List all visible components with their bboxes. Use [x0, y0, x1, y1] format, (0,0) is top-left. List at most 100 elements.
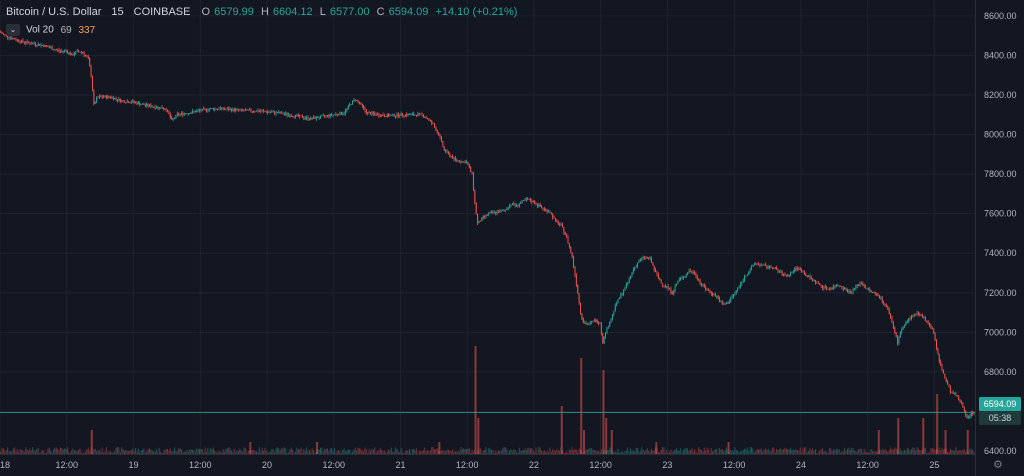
gear-icon[interactable]: ⚙: [993, 459, 1003, 471]
volume-bar: [21, 450, 23, 454]
candle-body: [687, 273, 689, 275]
volume-bar: [214, 450, 216, 454]
volume-bar: [496, 452, 498, 454]
volume-bar: [497, 450, 499, 454]
candle-body: [867, 288, 869, 290]
candle-body: [431, 120, 433, 124]
volume-bar: [121, 447, 123, 454]
volume-bar: [2, 448, 4, 454]
volume-label[interactable]: Vol 20: [26, 24, 54, 36]
volume-bar: [568, 449, 570, 454]
volume-bar: [620, 452, 622, 454]
volume-bar: [306, 447, 308, 454]
volume-bar: [397, 451, 399, 454]
candle-body: [179, 114, 181, 115]
candle-body: [347, 105, 349, 109]
volume-bar: [586, 449, 588, 454]
volume-bar: [874, 451, 876, 454]
volume-bar: [421, 451, 423, 454]
candle-body: [136, 102, 138, 105]
candle-body: [845, 288, 847, 290]
volume-bar: [19, 449, 21, 454]
price-tick-label: 6400.00: [984, 446, 1017, 456]
candle-body: [694, 272, 696, 274]
candle-body: [770, 265, 772, 268]
candle-body: [784, 273, 786, 275]
volume-bar: [675, 448, 677, 454]
candle-body: [724, 303, 726, 305]
volume-bar: [154, 451, 156, 454]
candle-body: [22, 40, 24, 42]
last-price-label: 6594.09: [979, 397, 1021, 411]
volume-bar: [162, 452, 164, 454]
candle-body: [172, 118, 174, 120]
volume-bar: [841, 451, 843, 454]
volume-bar: [429, 450, 431, 454]
candle-body: [320, 115, 322, 118]
candle-body: [386, 114, 388, 117]
candle-body: [249, 109, 251, 111]
volume-bar: [652, 450, 654, 454]
candle-body: [591, 321, 593, 323]
candle-body: [147, 104, 149, 107]
volume-bar: [46, 452, 48, 454]
volume-bar: [700, 449, 702, 454]
volume-bar: [450, 451, 452, 454]
candle-body: [662, 283, 664, 286]
candle-body: [46, 45, 48, 47]
candle-body: [133, 100, 135, 103]
volume-bar: [211, 449, 213, 454]
volume-bar: [285, 448, 287, 454]
chevron-down-icon[interactable]: ⌄: [6, 24, 20, 36]
volume-bar: [600, 449, 602, 454]
volume-bar: [116, 447, 118, 454]
volume-bar: [208, 452, 210, 454]
volume-bar: [541, 450, 543, 454]
candle-body: [528, 199, 530, 201]
volume-bar: [670, 449, 672, 454]
volume-bar: [279, 450, 281, 454]
volume-bar: [820, 449, 822, 454]
time-axis[interactable]: 18 12:00 19 12:00 20 12:00 21 12:00 22 12:00 23 12:…: [0, 460, 939, 470]
candle-body: [142, 103, 144, 105]
volume-bar: [257, 451, 259, 454]
volume-bar: [677, 450, 679, 454]
candle-body: [716, 296, 718, 298]
volume-bar: [33, 450, 35, 454]
volume-bar: [680, 448, 682, 454]
volume-bar: [685, 447, 687, 454]
symbol-name[interactable]: Bitcoin / U.S. Dollar: [6, 6, 102, 18]
candle-body: [699, 280, 701, 284]
volume-bar: [506, 449, 508, 454]
volume-bar: [948, 451, 950, 454]
candle-body: [382, 114, 384, 116]
volume-bar: [144, 452, 146, 454]
interval[interactable]: 15: [111, 6, 124, 18]
volume-bar: [618, 452, 620, 454]
candle-body: [454, 157, 456, 160]
candle-body: [923, 317, 925, 318]
volume-bar: [542, 451, 544, 454]
volume-bar: [228, 447, 230, 454]
volume-bar: [50, 450, 52, 454]
volume-bar: [232, 452, 234, 454]
candle-body: [849, 291, 851, 293]
candle-body: [671, 292, 673, 295]
candle-body: [353, 99, 355, 101]
candle-body: [1, 32, 3, 34]
candle-body: [296, 114, 298, 116]
candle-body: [815, 279, 817, 283]
candle-body: [713, 294, 715, 295]
volume-bar: [574, 448, 576, 454]
candle-body: [837, 285, 839, 287]
candle-body: [617, 298, 619, 303]
volume-bar: [502, 448, 504, 454]
candle-body: [592, 320, 594, 322]
candle-body: [942, 370, 944, 374]
candle-body: [148, 104, 150, 107]
candle-body: [759, 264, 761, 266]
candle-body: [860, 283, 862, 284]
candle-body: [561, 224, 563, 228]
candle-body: [607, 326, 609, 328]
